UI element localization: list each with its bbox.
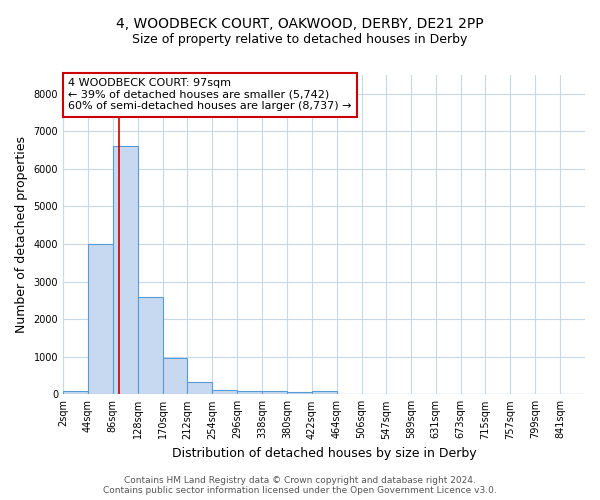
Bar: [287, 392, 312, 394]
Bar: [63, 392, 88, 394]
Text: Contains HM Land Registry data © Crown copyright and database right 2024.
Contai: Contains HM Land Registry data © Crown c…: [103, 476, 497, 495]
Bar: [137, 296, 163, 394]
Bar: [187, 382, 212, 394]
Bar: [237, 390, 262, 394]
Bar: [163, 358, 187, 395]
Bar: [88, 244, 113, 394]
Bar: [262, 392, 287, 394]
Text: 4, WOODBECK COURT, OAKWOOD, DERBY, DE21 2PP: 4, WOODBECK COURT, OAKWOOD, DERBY, DE21 …: [116, 18, 484, 32]
Bar: [312, 392, 337, 394]
Text: Size of property relative to detached houses in Derby: Size of property relative to detached ho…: [133, 32, 467, 46]
Bar: [113, 146, 137, 394]
Y-axis label: Number of detached properties: Number of detached properties: [15, 136, 28, 333]
Bar: [212, 390, 237, 394]
Text: 4 WOODBECK COURT: 97sqm
← 39% of detached houses are smaller (5,742)
60% of semi: 4 WOODBECK COURT: 97sqm ← 39% of detache…: [68, 78, 352, 112]
X-axis label: Distribution of detached houses by size in Derby: Distribution of detached houses by size …: [172, 447, 476, 460]
